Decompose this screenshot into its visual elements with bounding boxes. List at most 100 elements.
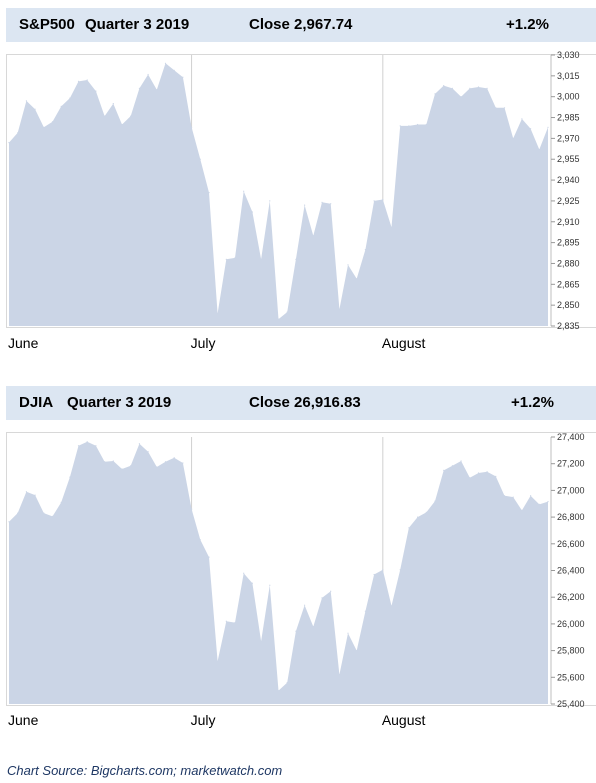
djia-y-tick-label: 26,600 [557, 539, 585, 549]
sp500-data-point [243, 190, 245, 192]
djia-data-point [277, 690, 280, 692]
djia-month-label: June [8, 712, 39, 728]
djia-data-point [373, 573, 375, 576]
djia-data-point [364, 610, 366, 612]
sp500-data-point [208, 192, 210, 194]
sp500-data-point [138, 87, 140, 89]
sp500-data-point [51, 121, 54, 123]
sp500-data-point [112, 103, 114, 105]
djia-data-point [95, 445, 97, 447]
djia-data-point [451, 465, 453, 467]
djia-y-tick-label: 25,800 [557, 646, 585, 656]
djia-data-point [225, 620, 227, 622]
djia-data-point [69, 476, 71, 478]
sp500-y-tick-label: 3,000 [557, 92, 580, 102]
sp500-data-point [147, 73, 149, 76]
sp500-data-point [34, 108, 36, 110]
sp500-data-point [217, 312, 219, 315]
sp500-data-point [199, 158, 201, 160]
djia-data-point [104, 461, 106, 463]
sp500-data-point [382, 198, 384, 201]
sp500-data-point [495, 107, 497, 109]
sp500-data-point [408, 125, 410, 127]
djia-data-point [399, 569, 401, 571]
sp500-data-point [77, 80, 80, 82]
sp500-data-point [312, 235, 314, 237]
djia-y-tick-label: 26,200 [557, 592, 585, 602]
sp500-data-point [460, 96, 462, 98]
sp500-area-series [9, 63, 548, 327]
djia-data-point [43, 512, 45, 514]
sp500-data-point [530, 128, 532, 130]
sp500-y-tick-label: 2,835 [557, 321, 580, 331]
sp500-data-point [321, 201, 323, 203]
sp500-plot: 3,030 3,015 3,000 2,985 2,970 2,955 2,940 2,925… [8, 50, 580, 351]
sp500-data-point [8, 142, 10, 144]
djia-data-point [417, 516, 419, 518]
djia-data-point [138, 443, 140, 445]
sp500-y-tick-label: 2,985 [557, 113, 580, 123]
djia-data-point [382, 569, 384, 571]
sp500-data-point [69, 97, 71, 99]
djia-data-point [156, 466, 158, 468]
djia-data-point [408, 527, 410, 529]
sp500-data-point [547, 126, 549, 128]
djia-data-point [269, 584, 271, 586]
djia-y-tick-label: 25,600 [557, 672, 585, 682]
djia-data-point [130, 465, 132, 467]
djia-data-point [51, 515, 54, 518]
sp500-data-point [43, 126, 45, 128]
sp500-data-point [17, 132, 19, 134]
sp500-data-point [277, 318, 280, 320]
djia-data-point [503, 495, 506, 497]
sp500-month-label: June [8, 335, 39, 351]
chart-source-note: Chart Source: Bigcharts.com; marketwatch… [7, 763, 283, 778]
sp500-data-point [269, 200, 271, 202]
djia-change: +1.2% [511, 394, 554, 411]
djia-data-point [182, 462, 184, 464]
djia-data-point [234, 622, 236, 624]
sp500-data-point [104, 115, 106, 117]
djia-data-point [251, 582, 253, 584]
djia-index-name: DJIA [19, 394, 54, 411]
djia-data-point [86, 441, 88, 443]
sp500-y-tick-label: 2,880 [557, 258, 580, 268]
djia-data-point [477, 472, 480, 474]
sp500-data-point [121, 123, 123, 126]
sp500-data-point [338, 308, 340, 310]
sp500-data-point [364, 249, 366, 251]
djia-data-point [260, 640, 262, 642]
sp500-data-point [425, 123, 427, 126]
sp500-data-point [191, 126, 193, 128]
djia-area-series [9, 441, 548, 704]
djia-data-point [147, 451, 149, 453]
djia-data-point [191, 508, 193, 510]
djia-data-point [112, 460, 114, 462]
sp500-data-point [399, 125, 401, 127]
sp500-data-point [451, 87, 453, 89]
djia-month-label: July [191, 712, 216, 728]
sp500-data-point [538, 148, 540, 151]
sp500-y-tick-label: 2,865 [557, 279, 580, 289]
sp500-data-point [512, 137, 514, 139]
sp500-data-point [417, 123, 419, 126]
djia-data-point [460, 460, 462, 462]
djia-y-tick-label: 26,400 [557, 566, 585, 576]
djia-data-point [217, 660, 219, 662]
djia-data-point [121, 468, 123, 470]
djia-y-tick-label: 27,200 [557, 459, 585, 469]
sp500-y-tick-label: 2,925 [557, 196, 580, 206]
sp500-data-point [251, 211, 253, 213]
djia-data-point [304, 604, 306, 606]
sp500-y-tick-label: 2,895 [557, 238, 580, 248]
djia-data-point [25, 491, 27, 493]
djia-data-point [495, 475, 497, 477]
sp500-data-point [182, 76, 184, 78]
sp500-y-tick-label: 2,940 [557, 175, 580, 185]
sp500-data-point [25, 100, 27, 102]
djia-data-point [538, 503, 540, 505]
djia-data-point [443, 469, 445, 471]
sp500-index-name: S&P500 [19, 16, 75, 33]
djia-data-point [321, 597, 323, 599]
sp500-data-point [95, 90, 97, 92]
